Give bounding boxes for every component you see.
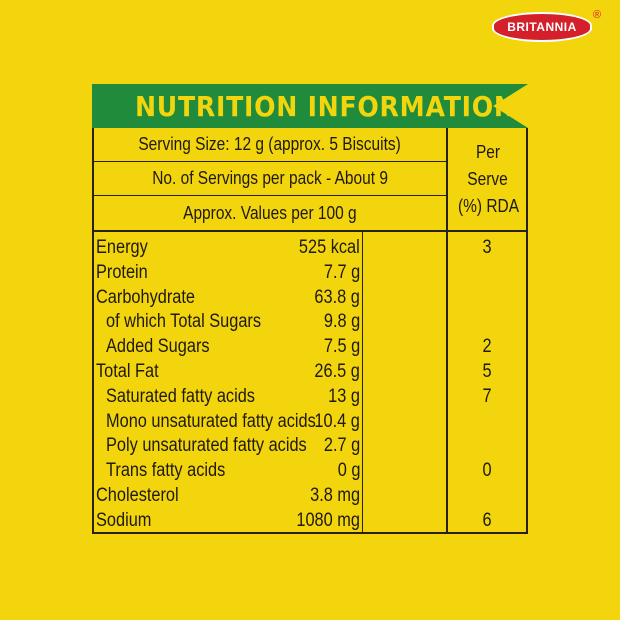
table-row: Added Sugars 7.5 g 2: [94, 335, 526, 360]
nutrient-value: 3.8 mg: [310, 484, 360, 506]
serving-size-row: Serving Size: 12 g (approx. 5 Biscuits): [94, 128, 446, 162]
servings-per-pack-text: No. of Servings per pack - About 9: [152, 168, 388, 188]
nutrient-name: Energy: [96, 237, 148, 258]
nutrient-value: 1080 mg: [296, 509, 360, 531]
table-row: Poly unsaturated fatty acids 2.7 g: [94, 434, 526, 459]
registered-mark: ®: [593, 9, 602, 21]
values-per-text: Approx. Values per 100 g: [183, 202, 357, 223]
table-row: Mono unsaturated fatty acids 10.4 g: [94, 410, 526, 435]
nutrient-name: Cholesterol: [96, 484, 179, 506]
table-row: Saturated fatty acids 13 g 7: [94, 385, 526, 410]
nutrient-value: 525 kcal: [299, 237, 360, 258]
table-row: Sodium 1080 mg 6: [94, 509, 526, 534]
nutrient-name: Saturated fatty acids: [106, 385, 255, 407]
nutrient-rda: 0: [482, 460, 492, 482]
serving-size-text: Serving Size: 12 g (approx. 5 Biscuits): [138, 134, 402, 154]
table-row: Protein 7.7 g: [94, 261, 526, 286]
table-row: Trans fatty acids 0 g 0: [94, 459, 526, 484]
nutrient-rows: Energy 525 kcal 3 Protein 7.7 g Carbohydrate 6…: [94, 236, 526, 534]
title-banner: NUTRITION INFORMATION: [92, 84, 528, 128]
britannia-logo: BRITANNIA ®: [492, 9, 606, 42]
nutrient-value: 10.4 g: [314, 410, 360, 432]
nutrient-name: Total Fat: [96, 360, 159, 382]
nutrient-name: Poly unsaturated fatty acids: [106, 435, 307, 457]
table-row: Total Fat 26.5 g 5: [94, 360, 526, 385]
nutrient-rda: 2: [482, 336, 492, 358]
rda-column-divider: [446, 232, 448, 532]
nutrient-rda: 5: [482, 360, 492, 382]
nutrient-name: of which Total Sugars: [106, 311, 262, 333]
nutrient-name: Protein: [96, 261, 148, 283]
nutrient-value: 7.7 g: [323, 261, 360, 283]
nutrition-table: Serving Size: 12 g (approx. 5 Biscuits) …: [92, 128, 528, 534]
nutrient-rda: 7: [482, 385, 492, 407]
nutrient-value: 9.8 g: [323, 311, 360, 333]
nutrient-value: 26.5 g: [314, 360, 360, 382]
nutrient-name: Added Sugars: [106, 336, 210, 358]
page-title: NUTRITION INFORMATION: [135, 89, 516, 123]
table-row: Carbohydrate 63.8 g: [94, 286, 526, 311]
nutrient-name: Mono unsaturated fatty acids: [106, 410, 316, 432]
rda-header-line3: (%) RDA: [457, 195, 519, 216]
nutrient-value: 63.8 g: [314, 286, 360, 308]
table-row: of which Total Sugars 9.8 g: [94, 310, 526, 335]
nutrient-name: Trans fatty acids: [106, 460, 226, 482]
table-row: Cholesterol 3.8 mg: [94, 484, 526, 509]
nutrient-value: 2.7 g: [323, 435, 360, 457]
values-per-row: Approx. Values per 100 g: [94, 196, 446, 232]
nutrient-name: Sodium: [96, 509, 152, 531]
nutrient-value: 0 g: [337, 460, 360, 482]
nutrient-value: 7.5 g: [323, 336, 360, 358]
rda-header-line1: Per: [475, 141, 501, 162]
value-column-divider: [362, 232, 363, 532]
logo-badge: BRITANNIA: [492, 12, 592, 42]
nutrient-name: Carbohydrate: [96, 286, 196, 308]
rda-header: Per Serve (%) RDA: [446, 128, 528, 232]
servings-per-pack-row: No. of Servings per pack - About 9: [94, 162, 446, 196]
nutrient-rda: 3: [482, 237, 492, 258]
nutrient-rda: 6: [482, 509, 492, 531]
rda-header-line2: Serve: [467, 168, 509, 189]
nutrient-value: 13 g: [328, 385, 360, 407]
table-row: Energy 525 kcal 3: [94, 236, 526, 261]
